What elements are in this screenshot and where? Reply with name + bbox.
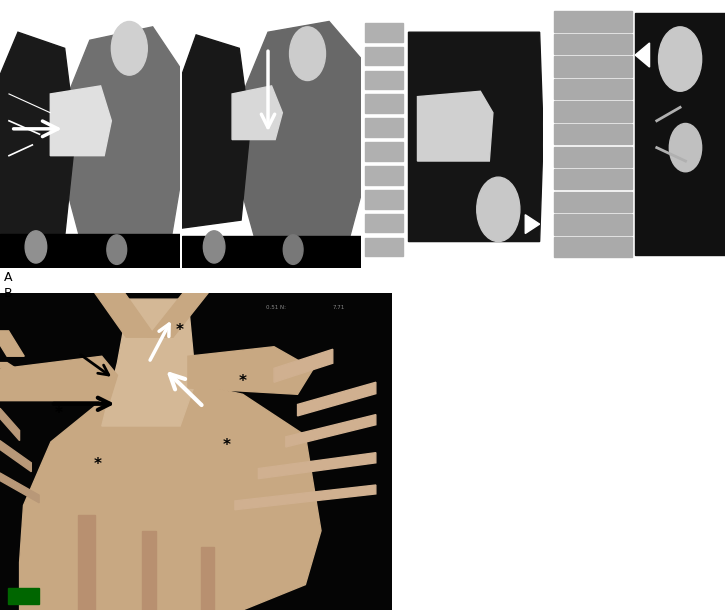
Polygon shape: [0, 356, 117, 401]
Circle shape: [107, 235, 127, 264]
Text: 7.71: 7.71: [333, 306, 345, 310]
Polygon shape: [63, 27, 180, 242]
Polygon shape: [365, 142, 403, 161]
Circle shape: [477, 177, 520, 242]
Polygon shape: [555, 79, 631, 99]
Polygon shape: [635, 43, 650, 67]
Polygon shape: [365, 190, 403, 209]
Bar: [8, 588, 39, 604]
Polygon shape: [418, 92, 493, 161]
Polygon shape: [555, 124, 631, 145]
Polygon shape: [555, 169, 631, 190]
Text: *: *: [223, 437, 231, 453]
Polygon shape: [0, 408, 20, 440]
Polygon shape: [286, 415, 376, 447]
Circle shape: [289, 27, 326, 81]
Circle shape: [658, 27, 702, 92]
Polygon shape: [365, 166, 403, 185]
Polygon shape: [95, 293, 156, 337]
Polygon shape: [555, 237, 631, 257]
Polygon shape: [50, 86, 112, 156]
Bar: [78, 515, 95, 610]
Polygon shape: [365, 23, 403, 41]
Polygon shape: [365, 214, 403, 232]
Polygon shape: [555, 192, 631, 212]
Polygon shape: [555, 101, 631, 122]
Polygon shape: [258, 453, 376, 479]
Polygon shape: [408, 32, 543, 242]
Polygon shape: [635, 13, 725, 255]
Polygon shape: [555, 146, 631, 167]
Polygon shape: [0, 331, 24, 356]
Polygon shape: [182, 35, 250, 228]
Polygon shape: [20, 378, 321, 610]
Text: *: *: [94, 457, 102, 472]
Polygon shape: [297, 382, 376, 416]
Polygon shape: [525, 215, 539, 234]
Polygon shape: [365, 95, 403, 113]
Polygon shape: [555, 34, 631, 54]
Circle shape: [283, 235, 303, 264]
Circle shape: [203, 231, 225, 263]
Polygon shape: [188, 346, 313, 394]
Polygon shape: [0, 32, 75, 236]
Bar: [202, 547, 214, 610]
Text: *: *: [239, 374, 246, 389]
Polygon shape: [365, 47, 403, 65]
Text: A: A: [4, 271, 12, 284]
Text: *: *: [176, 323, 184, 339]
Text: 0.51 N:: 0.51 N:: [266, 306, 286, 310]
Bar: [182, 236, 361, 268]
Polygon shape: [365, 71, 403, 89]
Polygon shape: [232, 86, 282, 140]
Polygon shape: [235, 485, 376, 510]
Polygon shape: [0, 362, 46, 388]
Polygon shape: [555, 11, 631, 32]
Polygon shape: [102, 299, 196, 426]
Polygon shape: [274, 350, 333, 382]
Text: *: *: [54, 406, 63, 421]
Circle shape: [25, 231, 46, 263]
Polygon shape: [365, 237, 403, 256]
Polygon shape: [555, 214, 631, 235]
Bar: [0, 234, 180, 268]
Circle shape: [669, 123, 702, 172]
Polygon shape: [148, 293, 208, 337]
Circle shape: [112, 21, 147, 75]
Polygon shape: [0, 473, 39, 503]
Text: B: B: [4, 287, 12, 300]
Polygon shape: [0, 440, 31, 472]
Polygon shape: [365, 118, 403, 137]
Bar: [141, 531, 156, 610]
Polygon shape: [239, 21, 361, 247]
Polygon shape: [555, 56, 631, 77]
